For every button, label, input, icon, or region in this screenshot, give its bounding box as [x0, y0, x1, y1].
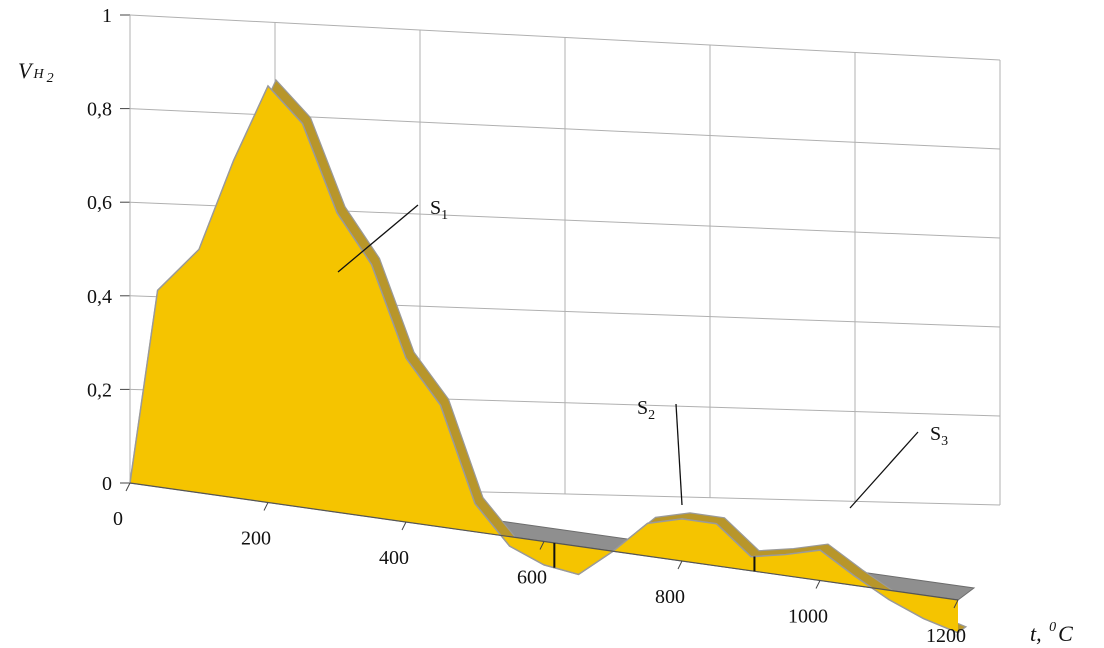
area-face [130, 85, 958, 633]
y-tick-label-5: 1 [102, 5, 112, 27]
x-tick-mark-0 [125, 482, 131, 492]
x-tick-mark-4 [677, 560, 683, 570]
y-tick-label-0: 0 [102, 473, 112, 495]
x-tick-label-6: 1200 [926, 625, 966, 647]
annotation-s3: S3 [930, 423, 948, 449]
y-tick-label-1: 0,2 [87, 379, 112, 401]
x-tick-mark-1 [263, 502, 269, 511]
x-tick-mark-6 [953, 599, 959, 609]
y-tick-label-2: 0,4 [87, 286, 112, 308]
x-tick-mark-3 [539, 541, 545, 550]
x-tick-label-1: 200 [241, 528, 271, 550]
x-axis-label: t, 0C [1030, 620, 1073, 646]
x-tick-label-5: 1000 [788, 606, 828, 628]
x-tick-label-0: 0 [113, 508, 123, 530]
area-top-line [129, 84, 959, 634]
annotations: S1 S2 S3 [337, 197, 948, 509]
y-tick-label-4: 0,8 [87, 99, 112, 121]
area-layer [128, 78, 976, 634]
x-tick-label-3: 600 [517, 567, 547, 589]
annotation-leader-s2 [675, 403, 683, 506]
x-tick-mark-2 [401, 521, 407, 531]
annotation-leader-s1 [337, 204, 419, 273]
x-tick-mark-5 [815, 580, 821, 589]
annotation-s2: S2 [637, 397, 655, 423]
annotation-leader-s3 [849, 431, 919, 509]
annotation-s1: S1 [430, 197, 448, 223]
x-tick-label-2: 400 [379, 547, 409, 569]
x-tick-label-4: 800 [655, 586, 685, 608]
y-tick-label-3: 0,6 [87, 192, 112, 214]
tick-labels: 0 200 400 600 800 1000 1200 0 0,2 0,4 0,6 0,8 1 [87, 5, 966, 647]
